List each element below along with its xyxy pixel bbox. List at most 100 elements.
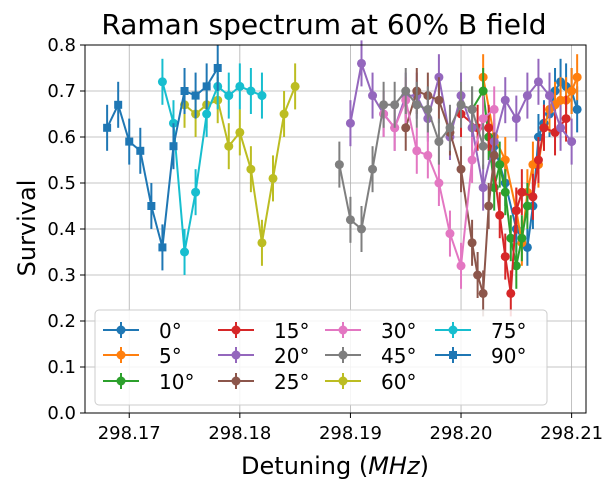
data-point — [456, 164, 466, 174]
data-point — [434, 137, 444, 147]
data-point — [356, 58, 366, 68]
legend-label: 90° — [491, 344, 526, 368]
data-point — [180, 247, 190, 257]
data-point — [103, 123, 112, 132]
data-point — [356, 224, 366, 234]
data-point — [169, 142, 178, 151]
series-line — [161, 81, 263, 253]
data-point — [246, 86, 256, 96]
y-tick-label: 0.5 — [47, 173, 76, 194]
data-point — [338, 376, 348, 386]
data-point — [246, 164, 256, 174]
data-point — [345, 215, 355, 225]
data-point — [567, 137, 577, 147]
legend-entry: 0° — [103, 319, 182, 343]
series-30-deg — [379, 77, 499, 289]
data-point — [478, 183, 488, 193]
legend-label: 75° — [491, 319, 526, 343]
data-point — [191, 91, 200, 100]
legend-label: 10° — [159, 370, 194, 394]
y-tick-label: 0.7 — [47, 81, 76, 102]
data-point — [467, 104, 477, 114]
x-tick-label: 298.19 — [319, 423, 382, 444]
legend-entry: 60° — [325, 370, 416, 394]
data-point — [338, 325, 348, 335]
data-point — [489, 150, 499, 160]
data-point — [202, 109, 212, 119]
data-point — [180, 87, 189, 95]
y-tick-label: 0.2 — [47, 311, 76, 332]
data-point — [434, 178, 444, 188]
data-point — [202, 82, 211, 91]
legend-entry: 15° — [218, 319, 309, 343]
data-point — [539, 123, 549, 133]
data-point — [528, 192, 538, 202]
data-point — [231, 325, 241, 335]
data-point — [334, 160, 344, 170]
data-point — [495, 160, 505, 170]
data-point — [572, 72, 582, 82]
data-point — [379, 100, 389, 110]
y-tick-label: 0.4 — [47, 219, 76, 240]
legend-label: 25° — [274, 370, 309, 394]
data-point — [157, 77, 167, 87]
x-tick-label: 298.18 — [208, 423, 271, 444]
series-line — [471, 87, 529, 266]
data-point — [478, 141, 488, 151]
data-point — [445, 229, 455, 239]
data-point — [511, 206, 521, 216]
data-point — [116, 376, 126, 386]
data-point — [517, 233, 527, 243]
x-axis-ticks: 298.17 298.18 298.19 298.20 298.21 — [98, 413, 603, 444]
data-point — [445, 123, 455, 133]
x-tick-label: 298.21 — [540, 423, 603, 444]
series-90-deg — [103, 45, 222, 271]
legend-entry: 5° — [103, 344, 182, 368]
x-axis-label-unit: MHz — [368, 452, 421, 480]
data-point — [506, 233, 516, 243]
data-point — [522, 201, 532, 211]
data-point — [213, 64, 222, 72]
data-point — [147, 202, 156, 210]
data-point — [279, 109, 289, 119]
data-point — [345, 118, 355, 128]
data-point — [522, 91, 532, 101]
legend-entry: 75° — [435, 319, 526, 343]
data-point — [368, 91, 378, 101]
legend-entry: 45° — [325, 344, 416, 368]
legend-entry: 90° — [435, 344, 526, 368]
data-point — [473, 270, 483, 280]
data-point — [423, 150, 433, 160]
data-point — [533, 155, 543, 165]
y-tick-label: 0.6 — [47, 127, 76, 148]
data-point — [448, 325, 458, 335]
data-point — [567, 86, 577, 96]
y-tick-label: 0.1 — [47, 357, 76, 378]
data-point — [478, 86, 488, 96]
legend-entry: 20° — [218, 344, 309, 368]
data-point — [484, 201, 494, 211]
x-tick-label: 298.20 — [430, 423, 493, 444]
data-point — [506, 288, 516, 298]
data-point — [114, 100, 123, 109]
legend-label: 60° — [381, 370, 416, 394]
data-point — [423, 104, 433, 114]
data-point — [545, 91, 555, 101]
data-point — [467, 238, 477, 248]
data-point — [533, 77, 543, 87]
legend-entry: 25° — [218, 370, 309, 394]
data-point — [412, 146, 422, 156]
data-point — [268, 173, 278, 183]
data-point — [478, 114, 488, 124]
data-point — [500, 252, 510, 262]
data-point — [401, 86, 411, 96]
data-point — [572, 104, 582, 114]
legend: 0°5°10° 15°20°25° 30°45°60° 75°90° — [94, 309, 548, 406]
data-point — [368, 164, 378, 174]
data-point — [489, 104, 499, 114]
data-point — [257, 91, 267, 101]
y-tick-label: 0.0 — [47, 403, 76, 424]
data-point — [556, 123, 566, 133]
data-point — [511, 114, 521, 124]
